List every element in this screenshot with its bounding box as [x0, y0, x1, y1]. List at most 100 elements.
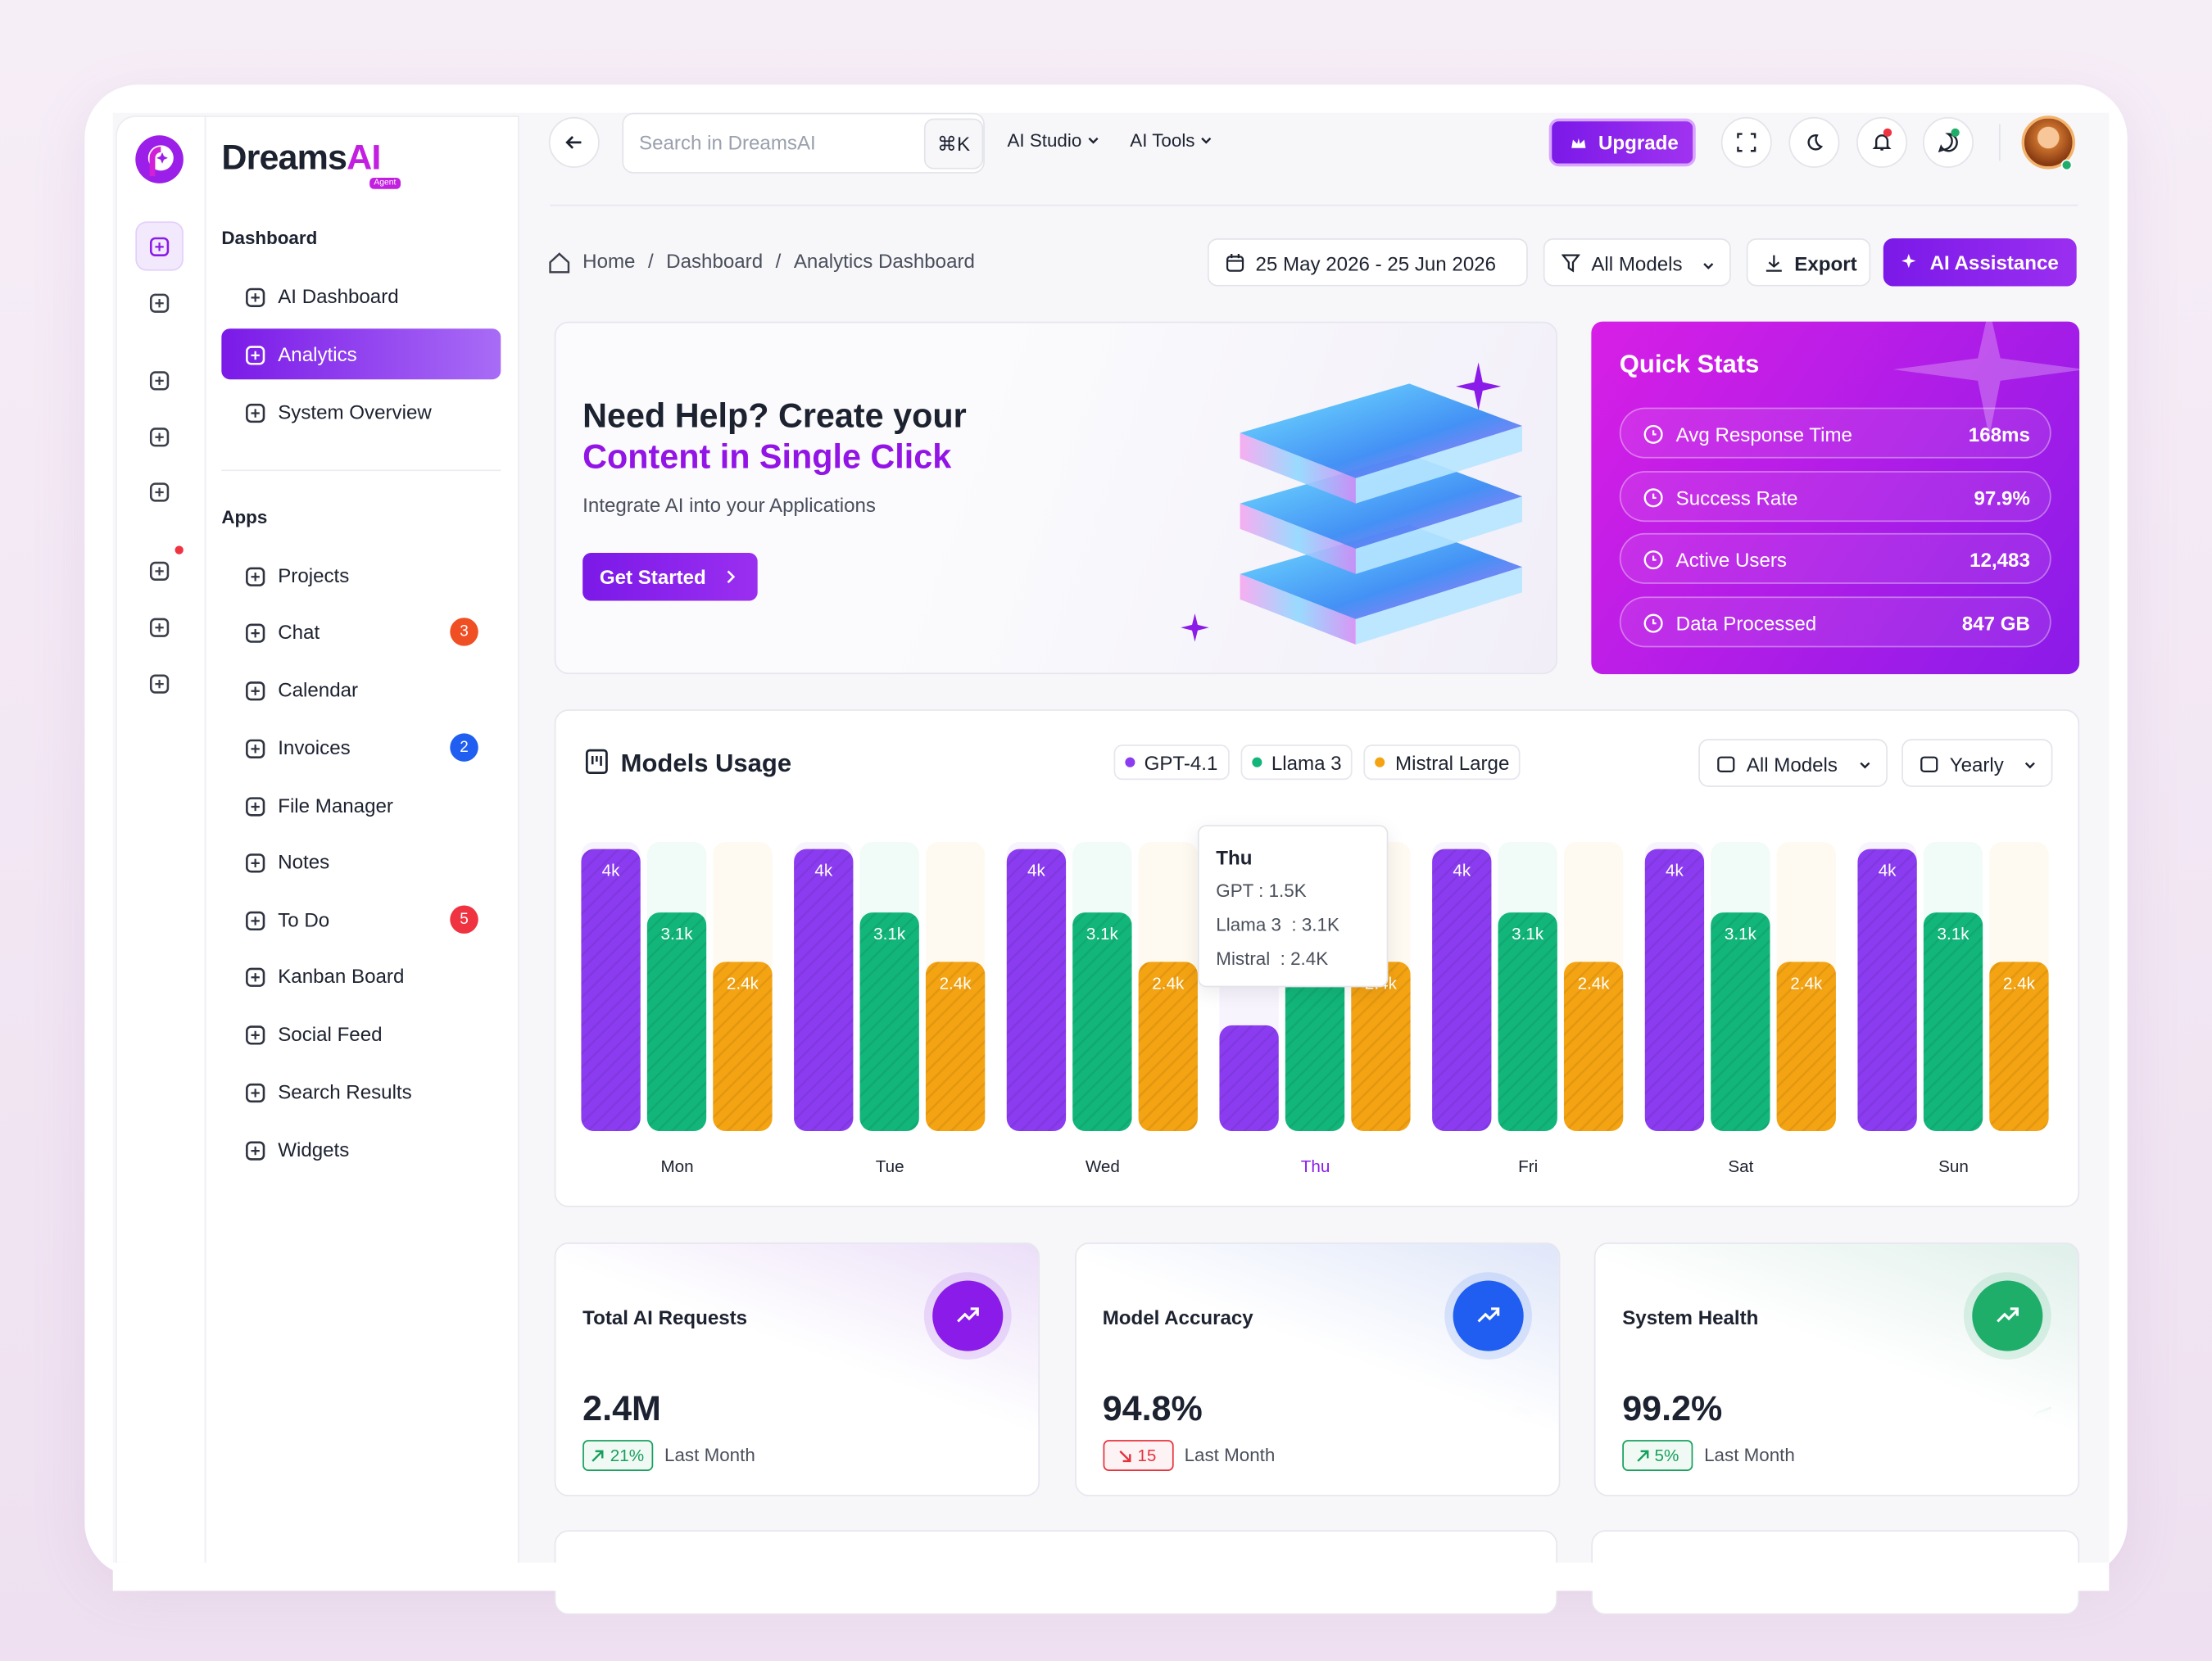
icon — [1860, 762, 1870, 769]
icon-shape — [155, 242, 164, 251]
icon-shape — [565, 136, 582, 149]
kpi-change-value: 15 — [1137, 1445, 1157, 1466]
top-icon-button[interactable] — [1856, 116, 1908, 168]
breadcrumb-item: Home — [582, 249, 636, 273]
top-menu[interactable]: AI Studio — [1007, 129, 1099, 151]
icon — [1643, 424, 1663, 444]
nav-item[interactable]: Projects — [278, 563, 350, 587]
icon-shape — [1872, 134, 1892, 151]
upgrade-button[interactable]: Upgrade — [1548, 118, 1696, 167]
icon-shape — [1892, 321, 2080, 435]
icon — [246, 911, 265, 931]
icon — [1637, 1449, 1649, 1461]
icon — [246, 797, 265, 817]
icon — [1902, 253, 1916, 269]
nav-item[interactable]: System Overview — [278, 401, 432, 423]
nav-item[interactable]: Widgets — [278, 1138, 350, 1161]
icon-shape — [1652, 619, 1657, 625]
chart-filter-label: Yearly — [1949, 753, 2004, 776]
section-title: Dashboard — [221, 227, 318, 249]
nav-item[interactable]: AI Dashboard — [278, 284, 399, 308]
hero-card: Need Help? Create your Content in Single … — [554, 321, 1558, 675]
icon — [149, 482, 170, 502]
legend-item: Llama 3 — [1240, 745, 1353, 781]
top-menu[interactable]: AI Tools — [1130, 129, 1213, 151]
nav-item[interactable]: Invoices — [278, 735, 351, 759]
icon-shape — [1652, 493, 1657, 499]
icon — [135, 135, 184, 183]
top-divider — [1998, 124, 2001, 161]
nav-item[interactable]: Social Feed — [278, 1022, 383, 1045]
icon — [592, 1449, 605, 1461]
nav-item[interactable]: Search Results — [278, 1080, 412, 1103]
nav-item[interactable]: To Do — [278, 907, 330, 931]
brand-tag: Agent — [369, 177, 401, 189]
export-button[interactable]: Export — [1746, 238, 1871, 287]
icon — [1703, 263, 1714, 269]
legend-label: Mistral Large — [1395, 750, 1510, 774]
icon-shape — [592, 1449, 605, 1461]
nav-item[interactable]: Notes — [278, 850, 330, 873]
nav-item[interactable]: Analytics — [278, 342, 357, 365]
icon — [246, 346, 265, 365]
icon-shape — [246, 346, 265, 365]
icon — [1643, 550, 1663, 570]
message-dot — [1951, 128, 1960, 138]
top-icon-button[interactable] — [1788, 116, 1840, 168]
top-icon-button[interactable] — [1923, 116, 1974, 168]
upgrade-label: Upgrade — [1598, 131, 1679, 154]
tooltip-row: Llama 3 : 3.1K — [1216, 913, 1339, 935]
nav-item[interactable]: Calendar — [278, 678, 359, 701]
icon-shape — [149, 293, 170, 313]
tooltip-row: GPT : 1.5K — [1216, 880, 1307, 902]
icon-shape — [149, 428, 170, 447]
icon — [1119, 1450, 1132, 1462]
stat-value: 12,483 — [1969, 549, 2030, 573]
nav-badge: 3 — [450, 618, 478, 646]
top-icon-button[interactable] — [1720, 116, 1772, 168]
icon — [246, 853, 265, 873]
chart-filter[interactable]: All Models — [1698, 739, 1888, 787]
kpi-value: 99.2% — [1622, 1389, 1723, 1429]
sidebar-divider — [221, 469, 501, 472]
icon — [246, 681, 265, 701]
icon-shape — [246, 403, 265, 423]
icon-shape — [251, 293, 260, 302]
icon — [727, 570, 736, 584]
tooltip: Thu GPT : 1.5K Llama 3 : 3.1K Mistral : 2.4… — [1197, 825, 1389, 988]
nav-item[interactable]: File Manager — [278, 794, 393, 817]
icon — [246, 1025, 265, 1045]
date-button-label: 25 May 2026 - 25 Jun 2026 — [1255, 252, 1497, 275]
kpi-change: 21% — [582, 1440, 654, 1471]
icon-shape — [149, 561, 170, 582]
icon — [1938, 133, 1958, 152]
assist-button[interactable]: AI Assistance — [1883, 238, 2077, 287]
stat-value: 847 GB — [1961, 612, 2030, 636]
icon-shape — [1088, 137, 1099, 143]
stat-row: Active Users 12,483 — [1619, 533, 2051, 585]
icon — [1181, 362, 1522, 645]
model-filter-button[interactable]: All Models — [1543, 238, 1731, 287]
legend-item: Mistral Large — [1364, 745, 1521, 781]
icon-shape — [1997, 1307, 2019, 1323]
icon-shape — [1643, 424, 1663, 444]
icon — [246, 967, 265, 987]
icon — [149, 561, 170, 582]
date-button[interactable]: 25 May 2026 - 25 Jun 2026 — [1207, 238, 1528, 287]
get-started-button[interactable]: Get Started — [582, 553, 758, 601]
nav-item[interactable]: Kanban Board — [278, 964, 405, 988]
legend-swatch — [1124, 757, 1135, 767]
stat-value: 168ms — [1968, 423, 2030, 446]
breadcrumb-item: Analytics Dashboard — [793, 249, 975, 273]
icon-shape — [246, 1025, 265, 1045]
icon-shape — [1456, 362, 1502, 411]
chart-filter[interactable]: Yearly — [1902, 739, 2053, 787]
icon-shape — [149, 674, 170, 694]
icon-shape — [1355, 567, 1522, 645]
icon — [957, 1307, 979, 1323]
nav-item[interactable]: Chat — [278, 620, 320, 644]
icon — [246, 1141, 265, 1161]
hero-highlight: Content in Single Click — [582, 438, 952, 477]
header-divider — [550, 204, 2078, 206]
